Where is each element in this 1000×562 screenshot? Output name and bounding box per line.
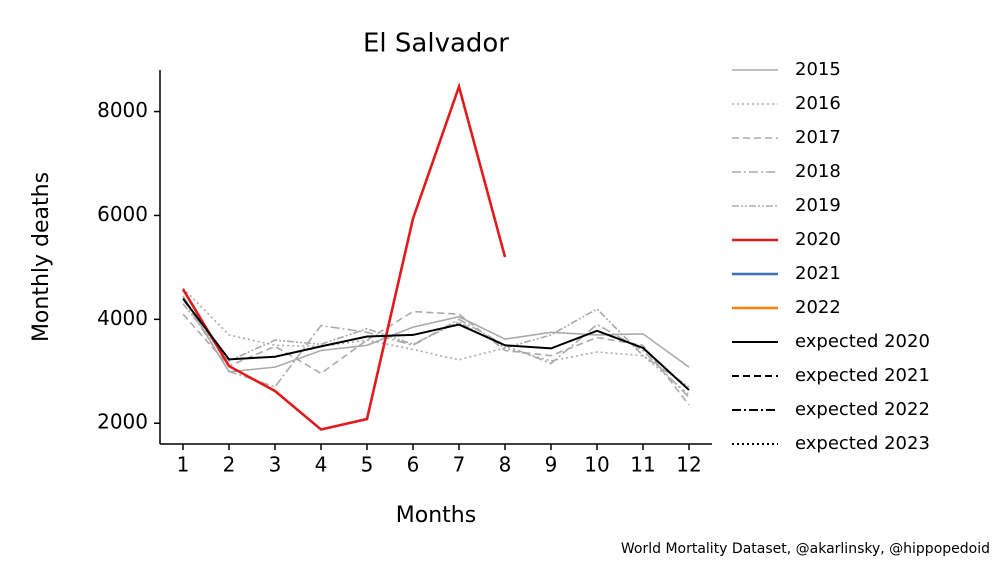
legend-label: expected 2022 (795, 399, 930, 420)
legend-label: 2015 (795, 59, 841, 80)
x-tick-label: 10 (584, 453, 609, 477)
x-tick-label: 5 (361, 453, 374, 477)
x-tick-label: 4 (315, 453, 328, 477)
series-line (182, 310, 690, 406)
y-tick-label: 4000 (97, 306, 148, 330)
x-tick-label: 2 (223, 453, 236, 477)
x-tick-label: 11 (630, 453, 655, 477)
legend-label: 2021 (795, 263, 841, 284)
x-tick-label: 7 (453, 453, 466, 477)
x-tick-label: 3 (269, 453, 282, 477)
legend-label: expected 2021 (795, 365, 930, 386)
legend-label: 2017 (795, 127, 841, 148)
x-tick-label: 6 (407, 453, 420, 477)
x-tick-label: 9 (545, 453, 558, 477)
source-note: World Mortality Dataset, @akarlinsky, @h… (621, 541, 990, 557)
y-axis-label: Monthly deaths (29, 172, 54, 342)
legend-label: 2019 (795, 195, 841, 216)
y-tick-label: 8000 (97, 98, 148, 122)
legend-label: expected 2020 (795, 331, 930, 352)
series-line (182, 295, 690, 373)
series-line (182, 287, 690, 396)
series-line (182, 303, 690, 388)
legend-label: 2020 (795, 229, 841, 250)
x-tick-label: 1 (177, 453, 190, 477)
y-tick-label: 2000 (97, 410, 148, 434)
x-tick-label: 8 (499, 453, 512, 477)
y-tick-label: 6000 (97, 202, 148, 226)
series-line (181, 82, 507, 431)
x-axis-label: Months (396, 503, 476, 528)
legend-label: 2018 (795, 161, 841, 182)
x-tick-label: 12 (676, 453, 701, 477)
legend-label: 2016 (795, 93, 841, 114)
chart-title: El Salvador (363, 29, 509, 59)
legend-label: expected 2023 (795, 433, 930, 454)
series-line (182, 297, 690, 391)
legend-label: 2022 (795, 297, 841, 318)
